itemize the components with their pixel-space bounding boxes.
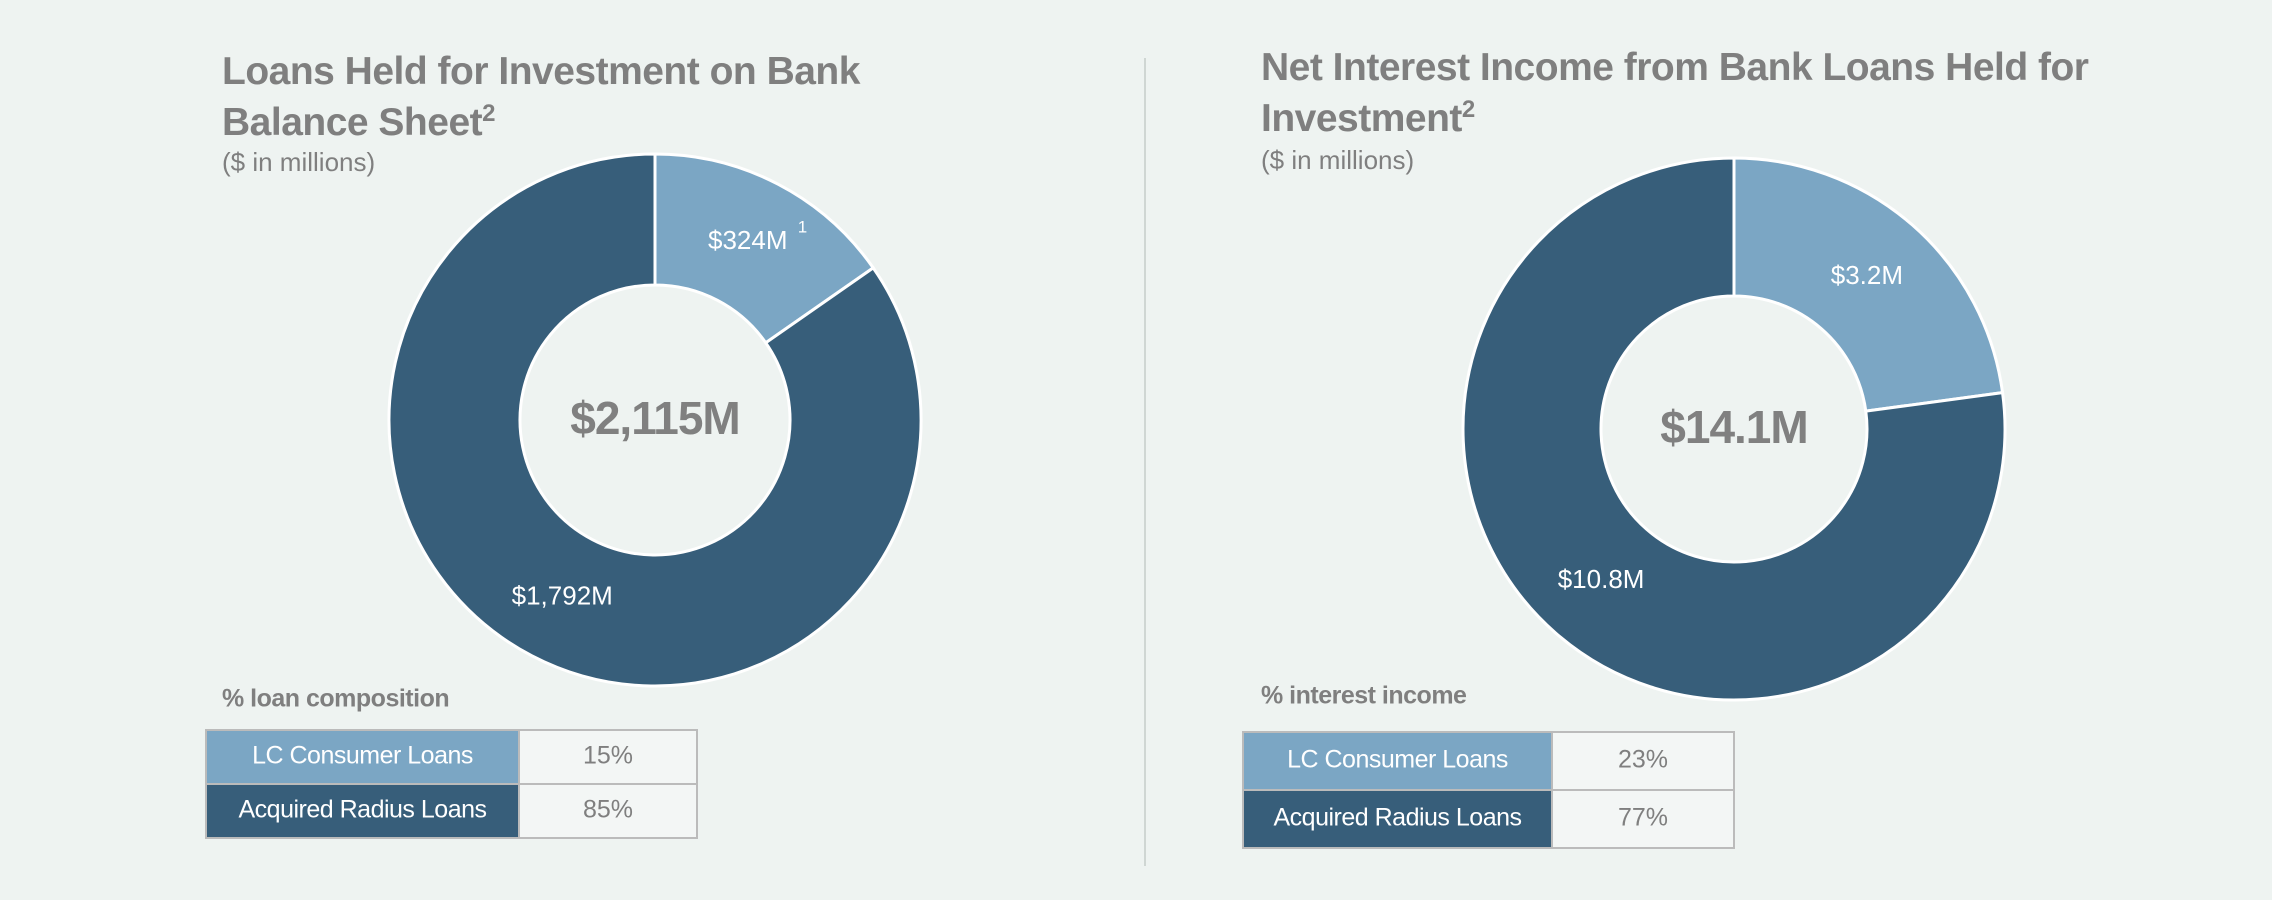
title-note: 2	[482, 100, 495, 127]
share-label: 77%	[1618, 804, 1668, 832]
title-note: 2	[1461, 96, 1475, 123]
slice	[653, 152, 876, 345]
share-cell	[1551, 789, 1735, 849]
legend-label: LC Consumer Loans	[252, 742, 473, 770]
share-label: 85%	[583, 796, 633, 824]
legend-label: LC Consumer Loans	[1287, 746, 1508, 774]
share-label: 23%	[1618, 746, 1668, 774]
subtitle: ($ in millions)	[1261, 145, 1415, 175]
legend-label: Acquired Radius Loans	[239, 796, 487, 824]
slice	[387, 152, 923, 688]
total-label: $2,115M	[570, 392, 739, 444]
chart-title-block: Net Interest Income from Bank Loans Held…	[1261, 42, 2121, 144]
chart-title: Net Interest Income from Bank Loans Held…	[1261, 46, 2089, 140]
label-note: 1	[798, 218, 807, 237]
value-label: $324M	[708, 225, 788, 255]
value-label: $1,792M	[512, 581, 613, 611]
legend-label: Acquired Radius Loans	[1274, 804, 1522, 832]
chart-title: Loans Held for Investment on Bank Balanc…	[222, 50, 860, 144]
value-label: $3.2M	[1831, 260, 1903, 290]
share-cell	[518, 783, 698, 839]
share-cell	[518, 729, 698, 785]
chart-title-block: Loans Held for Investment on Bank Balanc…	[222, 46, 942, 148]
value-label: $10.8M	[1558, 564, 1645, 594]
share-cell	[1551, 731, 1735, 791]
table-title: % interest income	[1261, 682, 1467, 710]
subtitle: ($ in millions)	[222, 147, 376, 177]
share-label: 15%	[583, 742, 633, 770]
total-label: $14.1M	[1660, 401, 1807, 453]
table-title: % loan composition	[222, 685, 449, 713]
slice	[1732, 156, 2005, 413]
slice	[1461, 156, 2007, 702]
